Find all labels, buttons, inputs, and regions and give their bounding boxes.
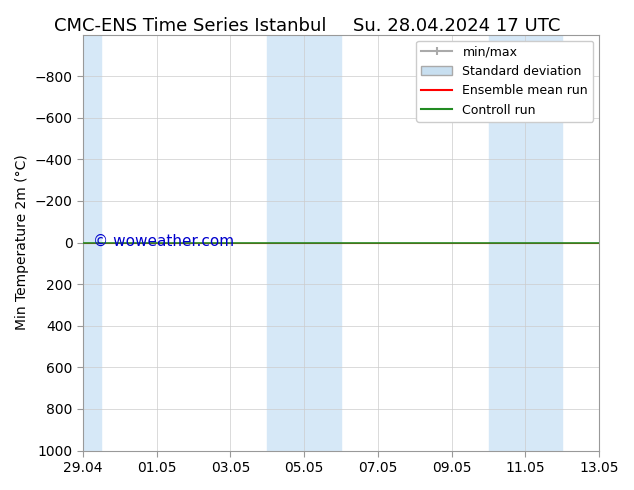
Text: Su. 28.04.2024 17 UTC: Su. 28.04.2024 17 UTC	[353, 17, 560, 35]
Y-axis label: Min Temperature 2m (°C): Min Temperature 2m (°C)	[15, 155, 29, 330]
Legend: min/max, Standard deviation, Ensemble mean run, Controll run: min/max, Standard deviation, Ensemble me…	[416, 41, 593, 122]
Bar	[83, 35, 101, 451]
Text: © woweather.com: © woweather.com	[93, 234, 235, 249]
Text: CMC-ENS Time Series Istanbul: CMC-ENS Time Series Istanbul	[54, 17, 327, 35]
Bar	[489, 35, 562, 451]
Bar	[268, 35, 341, 451]
